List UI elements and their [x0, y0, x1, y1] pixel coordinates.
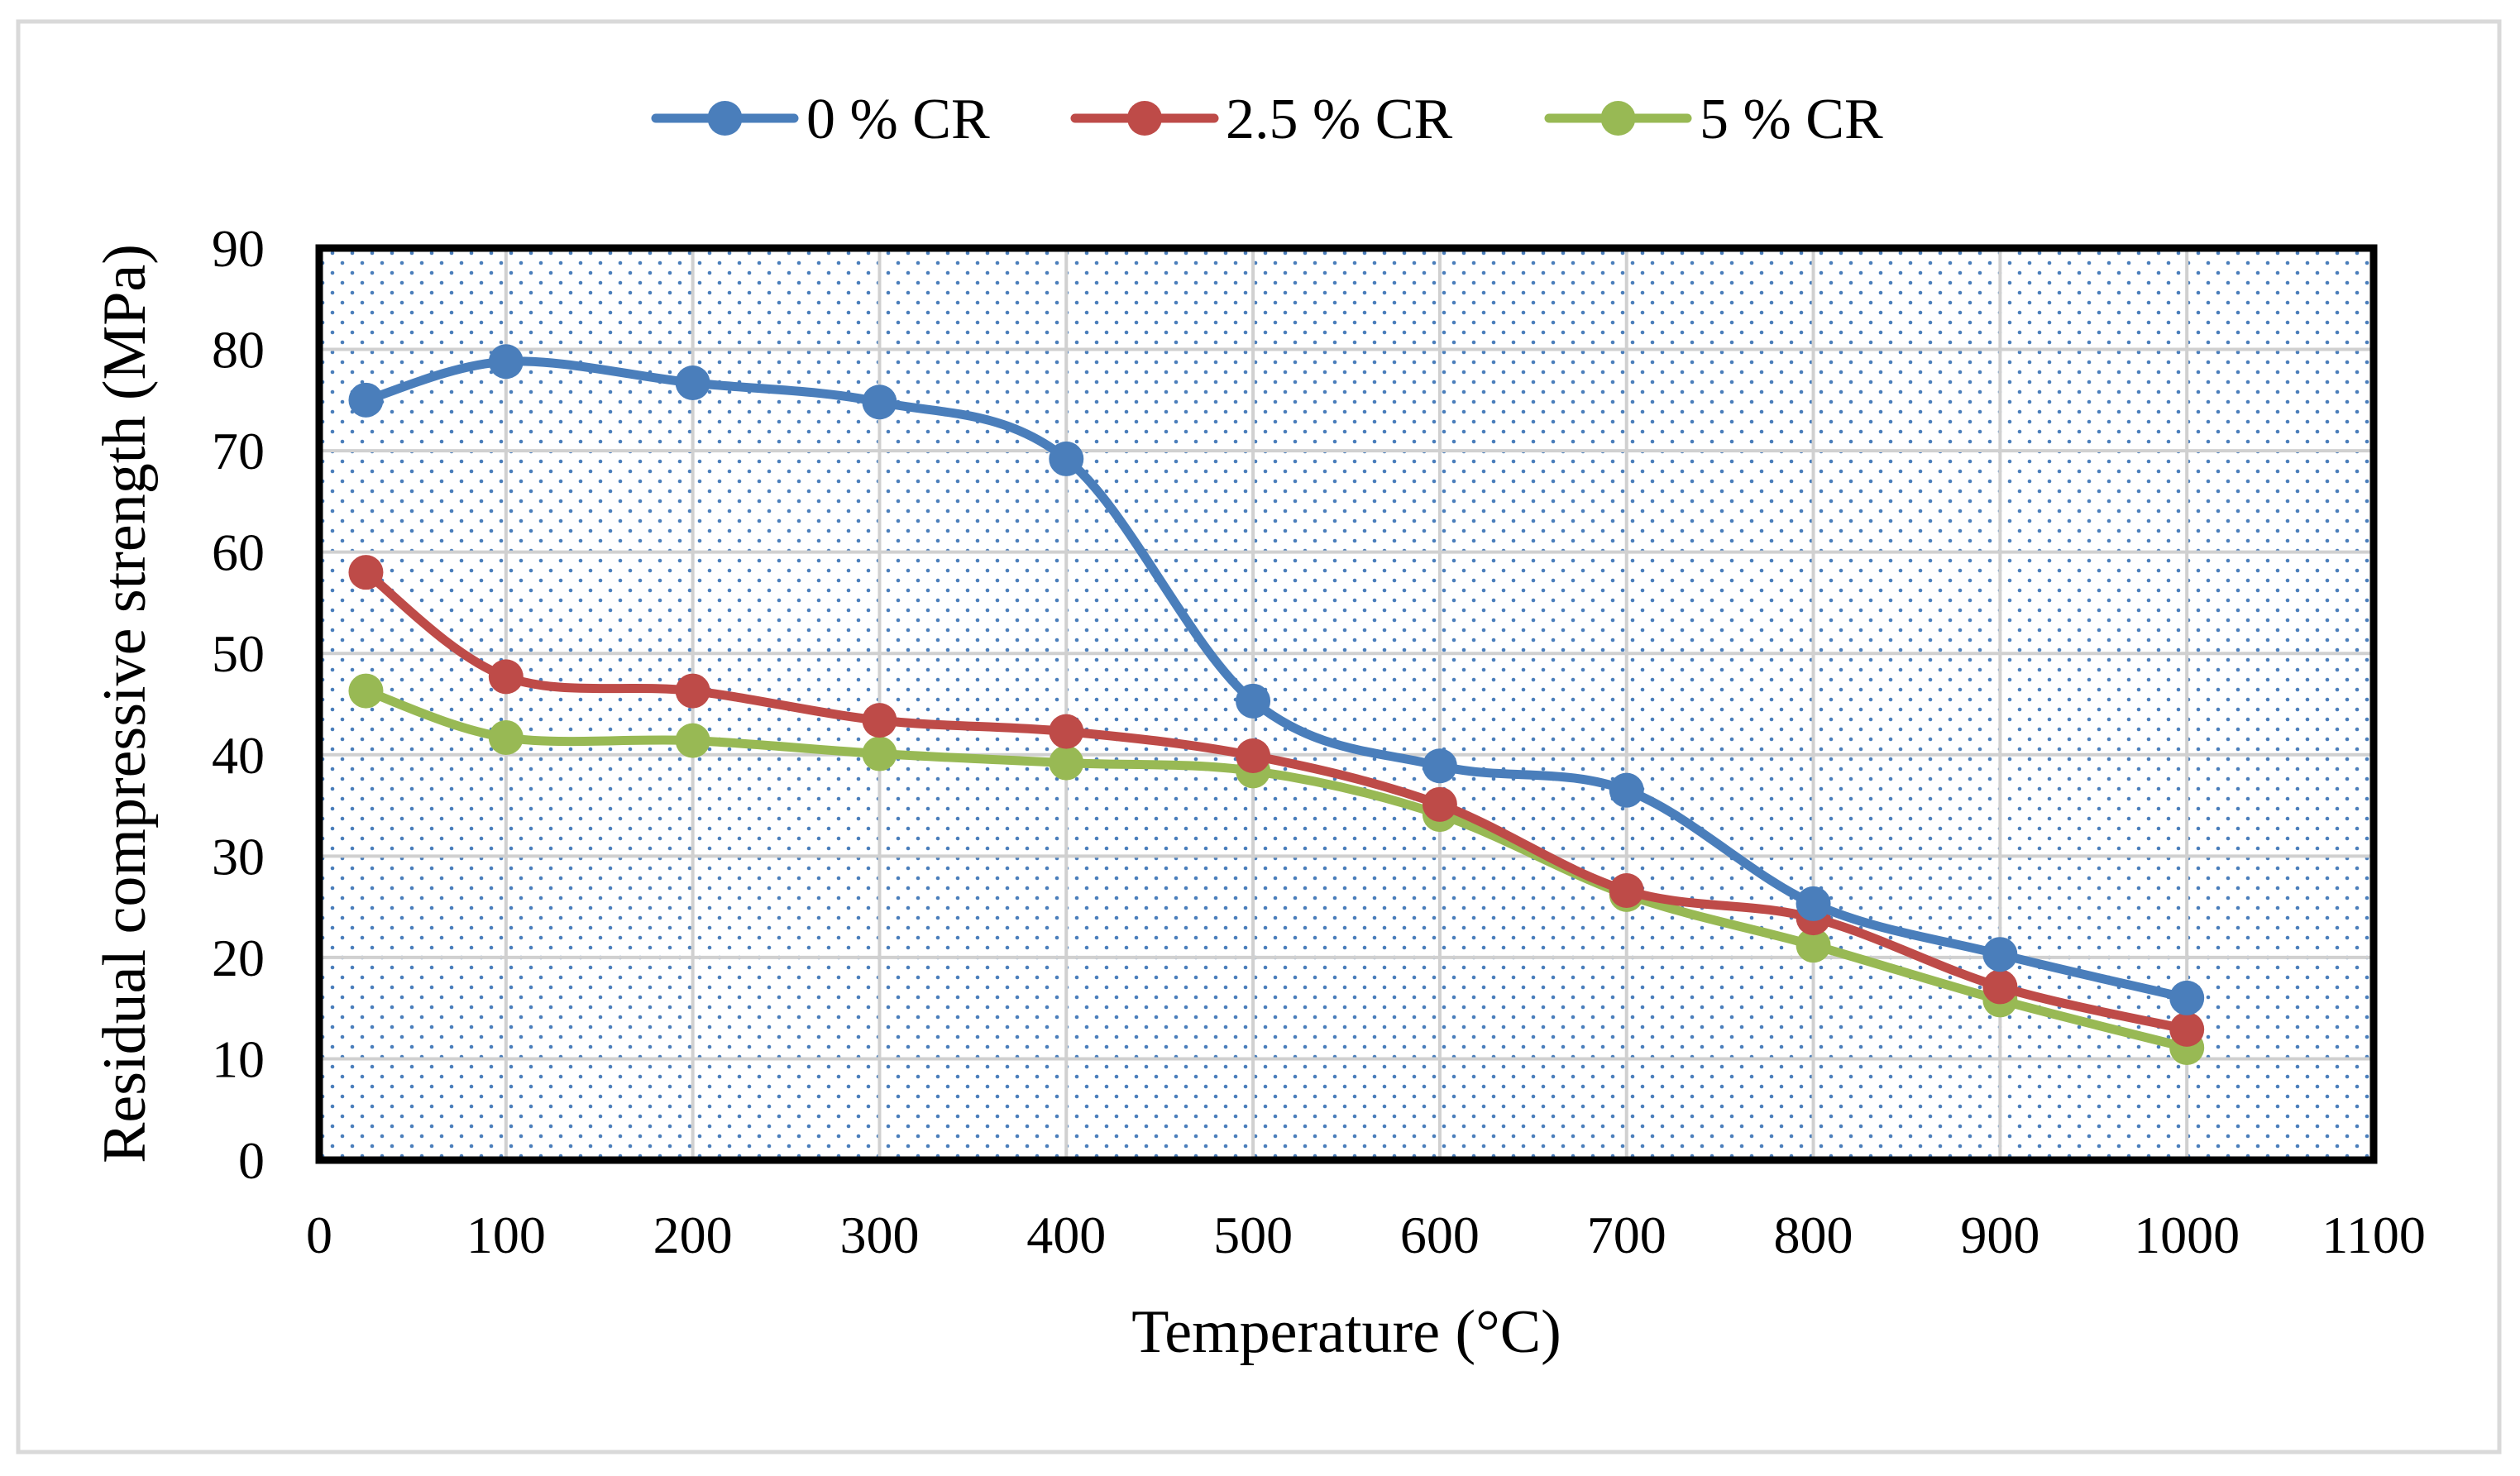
data-point-5-cr-400: [1049, 745, 1084, 781]
data-point-2-5-cr-400: [1049, 714, 1084, 749]
data-point-0-cr-900: [1982, 937, 2018, 972]
data-point-0-cr-700: [1609, 772, 1644, 808]
data-point-0-cr-300: [862, 385, 897, 420]
data-point-2-5-cr-300: [862, 703, 897, 738]
x-tick-label: 200: [653, 1206, 733, 1264]
x-axis-title: Temperature (°C): [1131, 1298, 1561, 1366]
y-tick-label: 0: [238, 1131, 265, 1190]
data-point-0-cr-400: [1049, 441, 1084, 476]
y-tick-label: 80: [212, 321, 265, 380]
y-axis-title: Residual compressive strength (MPa): [91, 244, 159, 1163]
legend-item-2-5-cr: 2.5 % CR: [1070, 88, 1453, 151]
data-point-2-5-cr-200: [675, 673, 710, 709]
y-tick-label: 20: [212, 929, 265, 987]
data-point-0-cr-1000: [2169, 980, 2205, 1015]
x-tick-label: 300: [839, 1206, 919, 1264]
legend-item-5-cr: 5 % CR: [1544, 88, 1883, 151]
y-tick-label: 90: [212, 219, 265, 278]
data-point-5-cr-200: [675, 723, 710, 758]
x-tick-label: 0: [306, 1206, 332, 1264]
legend-item-0-cr: 0 % CR: [651, 88, 990, 151]
x-tick-label: 700: [1587, 1206, 1666, 1264]
data-point-5-cr-100: [488, 719, 524, 755]
data-point-0-cr-500: [1236, 683, 1271, 719]
data-point-2-5-cr-500: [1236, 738, 1271, 774]
legend-marker-2-5-cr: [1127, 101, 1162, 136]
data-point-2-5-cr-100: [488, 659, 524, 695]
data-point-0-cr-200: [675, 365, 710, 400]
series-0-cr: [348, 344, 2205, 1015]
y-tick-label: 10: [212, 1029, 265, 1088]
data-point-2-5-cr-1000: [2169, 1011, 2205, 1047]
data-point-5-cr-800: [1796, 928, 1831, 963]
data-point-0-cr-25: [348, 382, 384, 418]
x-tick-label: 1000: [2134, 1206, 2240, 1264]
axis-ticks: 0 100 200 300 400 500 600 700 800 900 1000 1100 0 10 2…: [212, 219, 2426, 1264]
data-point-2-5-cr-700: [1609, 873, 1644, 909]
legend-label-0-cr: 0 % CR: [806, 88, 990, 151]
legend-marker-0-cr: [707, 101, 743, 136]
x-tick-label: 900: [1960, 1206, 2039, 1264]
x-tick-label: 400: [1026, 1206, 1106, 1264]
legend: 0 % CR 2.5 % CR 5 % CR: [651, 88, 1883, 151]
y-tick-label: 70: [212, 422, 265, 480]
data-point-2-5-cr-25: [348, 555, 384, 590]
y-tick-label: 50: [212, 624, 265, 683]
legend-label-2-5-cr: 2.5 % CR: [1226, 88, 1453, 151]
data-point-0-cr-100: [488, 344, 524, 380]
x-tick-label: 600: [1400, 1206, 1480, 1264]
y-tick-label: 30: [212, 827, 265, 886]
data-point-0-cr-600: [1422, 748, 1457, 784]
plot-area: [319, 248, 2374, 1160]
x-tick-label: 800: [1774, 1206, 1853, 1264]
x-tick-label: 100: [466, 1206, 546, 1264]
x-tick-label: 500: [1213, 1206, 1293, 1264]
series-layer: [348, 344, 2205, 1065]
data-point-5-cr-25: [348, 673, 384, 709]
data-point-5-cr-300: [862, 736, 897, 771]
data-point-2-5-cr-900: [1982, 969, 2018, 1005]
y-tick-label: 40: [212, 726, 265, 785]
data-point-0-cr-800: [1796, 886, 1831, 921]
legend-label-5-cr: 5 % CR: [1700, 88, 1883, 151]
legend-marker-5-cr: [1600, 101, 1636, 136]
x-tick-label: 1100: [2322, 1206, 2426, 1264]
plot-border: [315, 244, 2378, 1164]
data-point-2-5-cr-600: [1422, 786, 1457, 822]
y-tick-label: 60: [212, 523, 265, 582]
gridlines: [319, 248, 2374, 1160]
